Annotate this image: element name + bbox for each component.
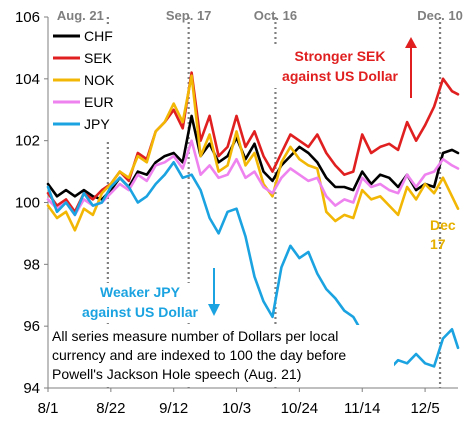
footnote-text: Powell's Jackson Hole speech (Aug. 21) <box>52 366 301 382</box>
jpy-annotation-text: against US Dollar <box>82 304 198 320</box>
legend-label-chf: CHF <box>84 28 113 44</box>
x-tick-label: 10/3 <box>222 400 251 417</box>
x-tick-label: 8/22 <box>96 400 125 417</box>
x-tick-label: 8/1 <box>38 400 59 417</box>
sek-annotation-text: against US Dollar <box>282 68 398 84</box>
y-tick-label: 106 <box>15 9 40 26</box>
y-tick-label: 94 <box>23 380 40 397</box>
x-tick-label: 9/12 <box>159 400 188 417</box>
jpy-annotation-background <box>71 283 211 323</box>
legend-label-nok: NOK <box>84 72 115 88</box>
axes: 94 96 98 100 102 104 106 8/1 8/22 9/12 10/3 10/24 11… <box>15 9 458 417</box>
sek-annotation-text: Stronger SEK <box>294 48 385 64</box>
legend-label-sek: SEK <box>84 50 113 66</box>
up-arrow-head <box>405 37 417 48</box>
series-line-nok <box>46 74 460 232</box>
vertical-marker-label: Oct. 16 <box>254 8 297 23</box>
series-line-eur <box>46 139 460 217</box>
down-arrow-head <box>208 304 220 316</box>
note-background <box>49 325 394 387</box>
legend-background <box>50 25 145 140</box>
vertical-marker-label: Sep. 17 <box>166 8 212 23</box>
x-tick-label: 12/5 <box>410 400 439 417</box>
x-tick-label: 11/14 <box>344 400 380 417</box>
vertical-marker-label: Dec. 10 <box>417 8 463 23</box>
annotations: Stronger SEK against US Dollar Weaker JPY a… <box>49 37 456 387</box>
footnote-text: All series measure number of Dollars per… <box>52 328 338 344</box>
y-tick-label: 96 <box>23 318 40 335</box>
y-tick-label: 98 <box>23 256 40 273</box>
dec17-annotation-text: Dec <box>430 217 456 233</box>
dec17-annotation-text: 17 <box>430 236 446 252</box>
y-tick-label: 100 <box>15 195 40 212</box>
y-tick-label: 104 <box>15 71 40 88</box>
legend-label-eur: EUR <box>84 94 114 110</box>
x-tick-label: 10/24 <box>281 400 319 417</box>
sek-annotation-background <box>272 46 410 88</box>
footnote-text: currency and are indexed to 100 the day … <box>52 347 346 363</box>
y-tick-label: 102 <box>15 133 40 150</box>
jpy-annotation-text: Weaker JPY <box>100 284 181 300</box>
legend-label-jpy: JPY <box>84 116 110 132</box>
vertical-marker-label: Aug. 21 <box>57 8 104 23</box>
legend: CHF SEK NOK EUR JPY <box>50 25 145 140</box>
